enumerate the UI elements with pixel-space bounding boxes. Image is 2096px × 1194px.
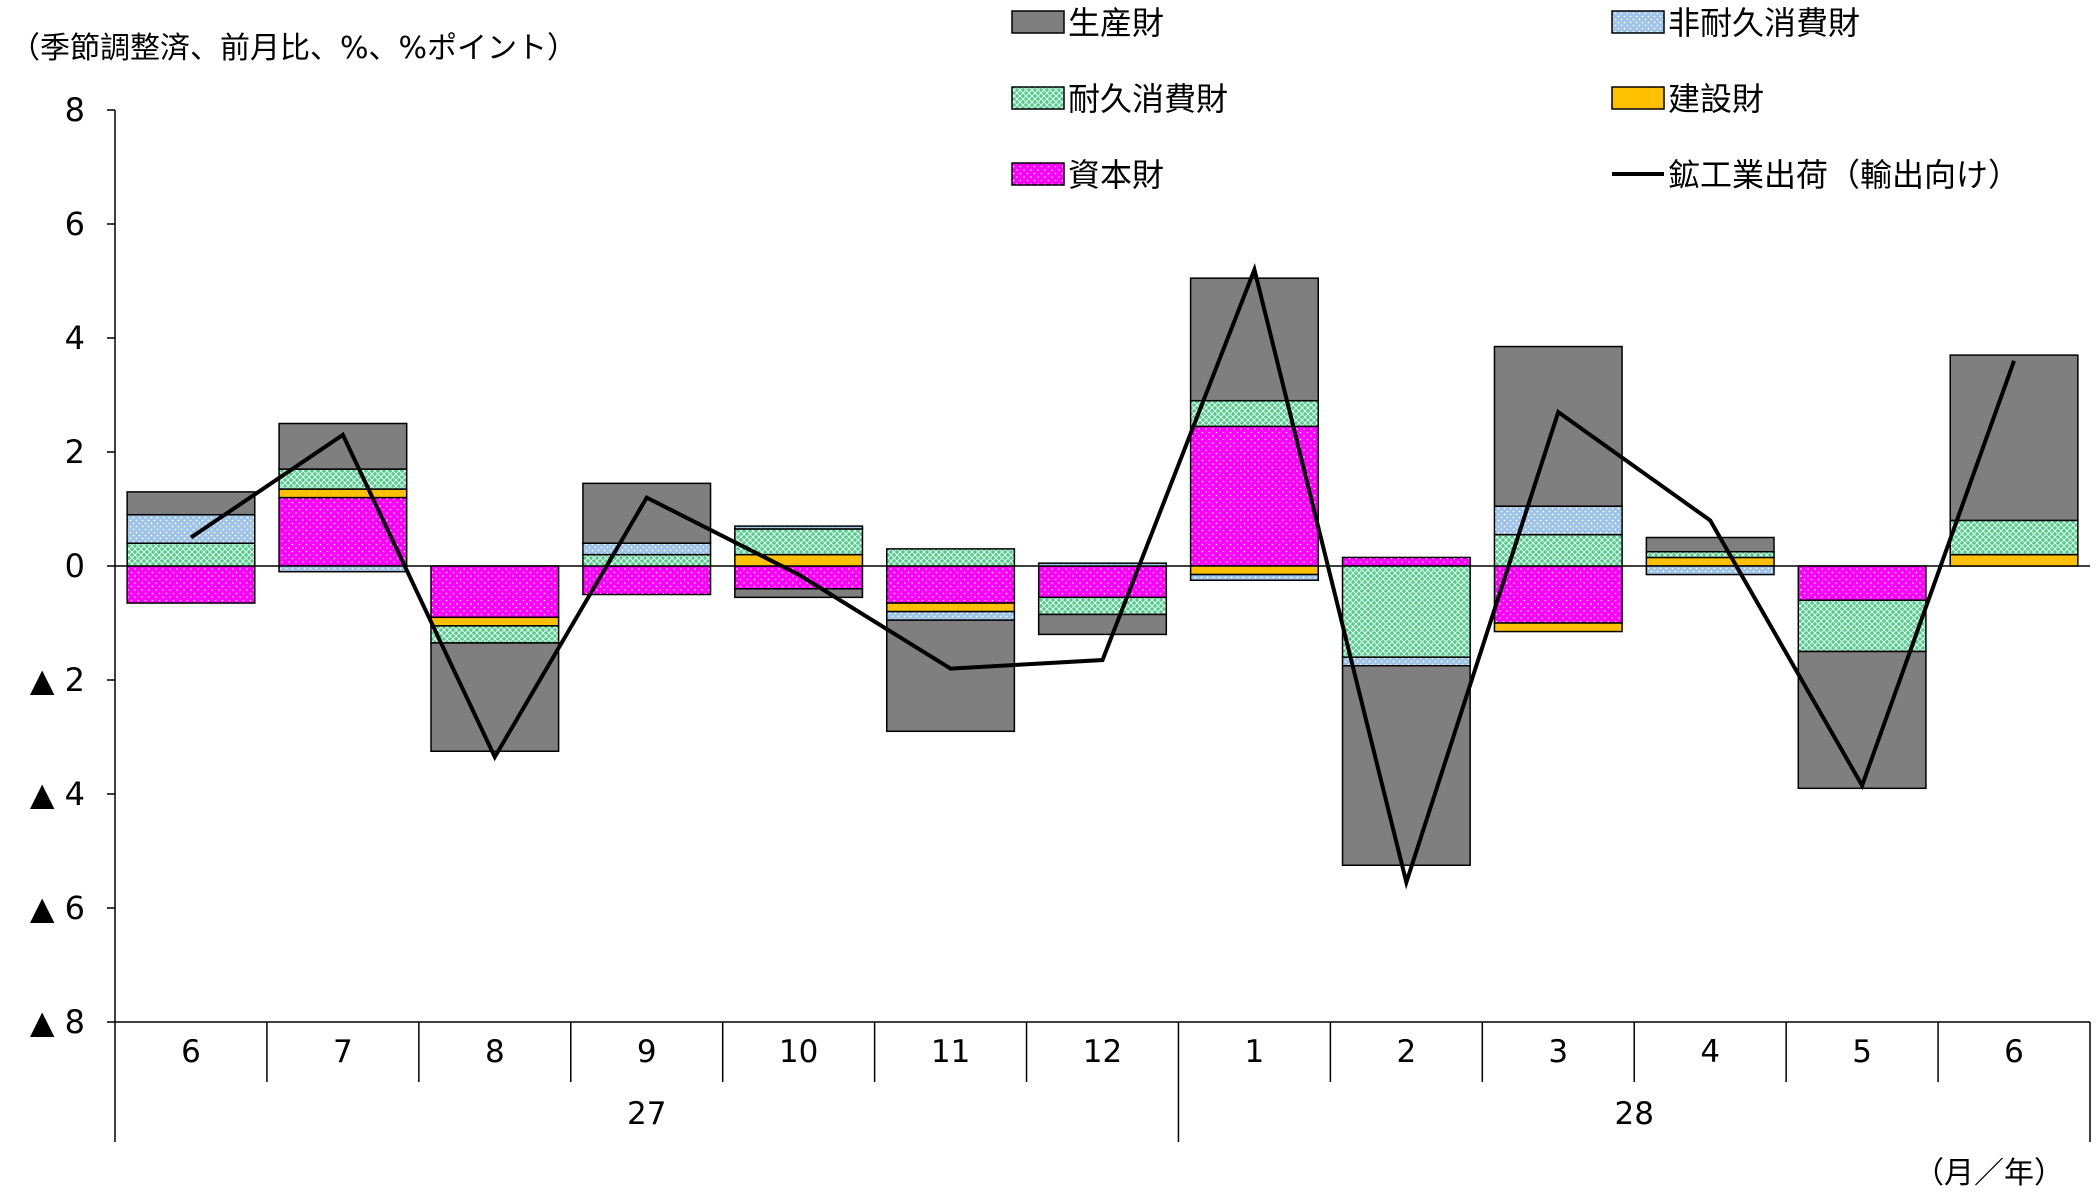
bar-segment: [1189, 565, 1319, 576]
bar-segment: [886, 565, 1016, 604]
year-label: 27: [627, 1096, 666, 1132]
bar-segment: [1037, 565, 1168, 599]
bar-segment: [1493, 565, 1623, 624]
x-tick-label: 8: [485, 1034, 505, 1070]
bar-segment: [1341, 565, 1471, 658]
bar-segment: [1037, 562, 1168, 567]
x-tick-label: 1: [1245, 1034, 1265, 1070]
legend-swatch: [1011, 86, 1065, 110]
bar-segment: [734, 525, 864, 530]
legend-label: 非耐久消費財: [1668, 4, 1860, 42]
bar-segment: [430, 565, 560, 619]
bar-segment: [1797, 650, 1927, 790]
bar-segment: [1341, 656, 1471, 667]
bar-segment: [582, 542, 712, 556]
x-tick-label: 3: [1548, 1034, 1568, 1070]
x-tick-label: 6: [2004, 1034, 2024, 1070]
bar-segment: [1493, 345, 1623, 507]
bar-segment: [1037, 596, 1168, 616]
bar-segment: [1341, 556, 1471, 567]
bar-segment: [430, 625, 560, 644]
bar-segment: [1341, 665, 1471, 866]
bar-segment: [1797, 599, 1927, 653]
bar-segment: [734, 565, 864, 590]
bar-segment: [886, 610, 1016, 621]
legend-swatch: [1011, 10, 1065, 34]
y-tick-label: 2: [65, 433, 85, 471]
x-tick-label: 11: [931, 1034, 970, 1070]
legend-label: 鉱工業出荷（輸出向け）: [1668, 156, 2020, 194]
bar-segment: [430, 642, 560, 753]
legend-swatch: [1611, 10, 1665, 34]
bar-segment: [1189, 425, 1319, 567]
bar-segment: [1949, 519, 2079, 556]
bar-segment: [1189, 399, 1319, 428]
bar-segment: [430, 616, 560, 627]
bar-segment: [886, 548, 1016, 567]
x-tick-label: 6: [181, 1034, 201, 1070]
year-label: 28: [1615, 1096, 1654, 1132]
legend-label: 耐久消費財: [1068, 80, 1228, 118]
x-unit-label: （月／年）: [1914, 1156, 2064, 1191]
legend-swatch: [1011, 162, 1065, 186]
bar-segment: [1949, 354, 2079, 522]
legend-label: 生産財: [1068, 4, 1164, 42]
x-tick-label: 4: [1700, 1034, 1720, 1070]
bar-segment: [1037, 613, 1168, 636]
bar-segment: [1645, 536, 1775, 553]
x-tick-label: 7: [333, 1034, 353, 1070]
line-series: [189, 262, 2016, 890]
bar-segment: [1645, 551, 1775, 559]
bar-segment: [1493, 622, 1623, 633]
bar-segment: [1797, 565, 1927, 601]
bar-segment: [1645, 565, 1775, 576]
x-tick-label: 10: [779, 1034, 818, 1070]
bar-segment: [734, 588, 864, 599]
bar-segment: [886, 619, 1016, 733]
legend-label: 資本財: [1068, 156, 1164, 194]
bar-segment: [1949, 553, 2079, 567]
x-tick-label: 12: [1083, 1034, 1122, 1070]
y-tick-label: 6: [65, 205, 85, 243]
y-tick-label: 8: [65, 91, 85, 129]
bar-segment: [278, 422, 408, 470]
x-tick-label: 5: [1852, 1034, 1872, 1070]
bar-segment: [278, 565, 408, 573]
y-tick-label: ▲ 8: [30, 1003, 85, 1041]
bar-segment: [126, 565, 256, 604]
bar-segment: [1645, 556, 1775, 567]
bar-segment: [278, 468, 408, 490]
legend-swatch: [1611, 86, 1665, 110]
bar-segment: [278, 496, 408, 567]
y-tick-label: ▲ 6: [30, 889, 85, 927]
bar-segment: [582, 553, 712, 567]
bar-segment: [886, 602, 1016, 613]
y-tick-label: 4: [65, 319, 85, 357]
bar-segment: [126, 542, 256, 567]
line-export-shipments: [189, 262, 2016, 890]
bar-segment: [582, 482, 712, 544]
legend-label: 建設財: [1668, 80, 1764, 118]
bar-series: [126, 277, 2079, 866]
bar-segment: [126, 513, 256, 544]
x-tick-label: 2: [1396, 1034, 1416, 1070]
y-tick-label: 0: [65, 547, 85, 585]
bar-segment: [1493, 505, 1623, 536]
x-tick-label: 9: [637, 1034, 657, 1070]
bar-segment: [734, 553, 864, 567]
bar-segment: [278, 488, 408, 499]
bar-segment: [126, 491, 256, 516]
y-tick-label: ▲ 4: [30, 775, 85, 813]
bar-segment: [1189, 573, 1319, 581]
unit-label: （季節調整済、前月比、%、%ポイント）: [10, 31, 577, 66]
y-tick-label: ▲ 2: [30, 661, 85, 699]
